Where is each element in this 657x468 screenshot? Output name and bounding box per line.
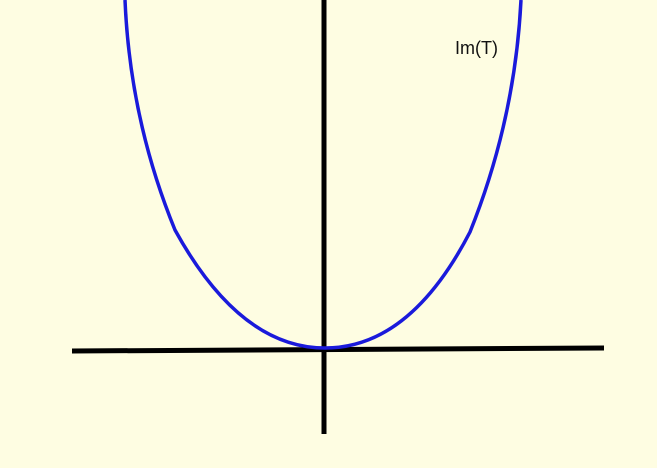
image-curve <box>123 0 523 350</box>
curve-label: Im(T) <box>455 38 498 58</box>
horizontal-axis <box>71 345 605 354</box>
